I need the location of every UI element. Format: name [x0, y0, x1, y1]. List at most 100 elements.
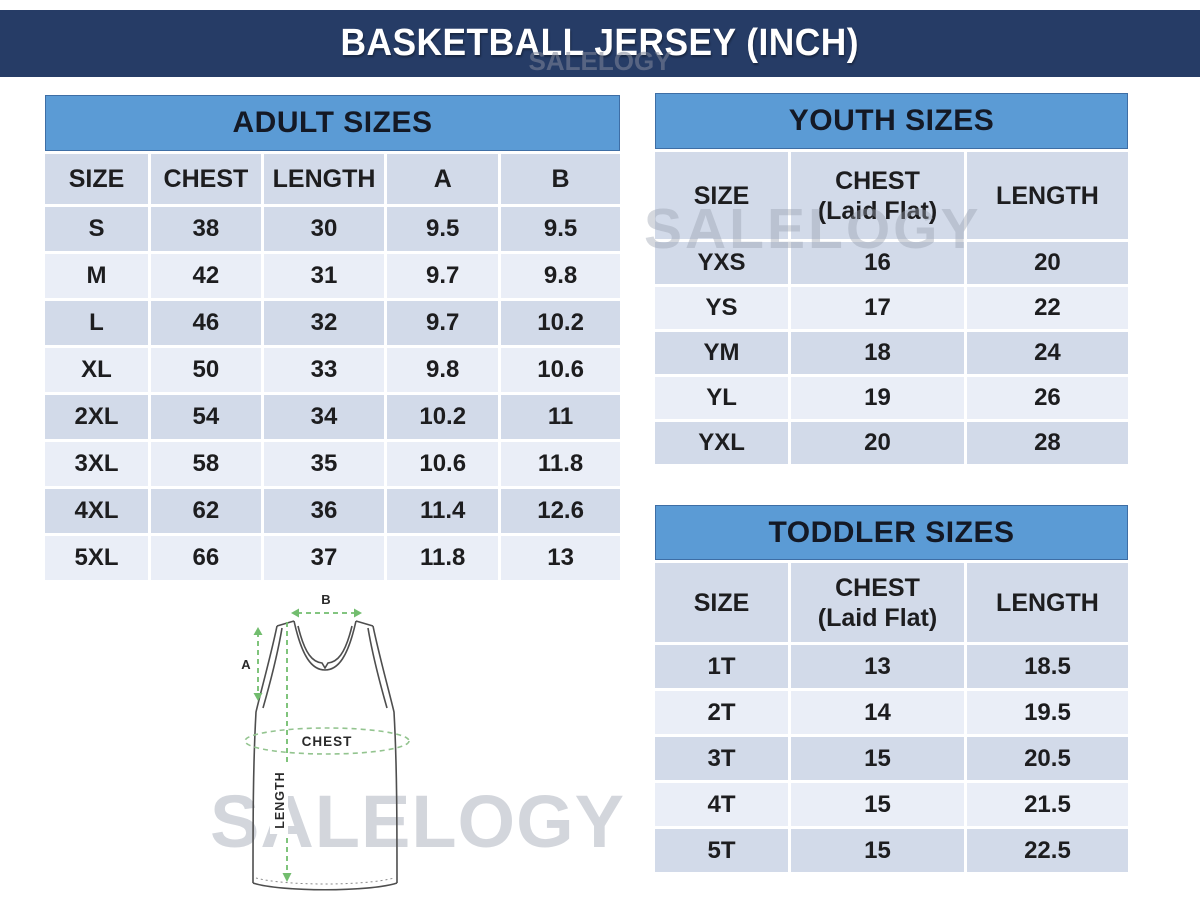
- arrow-up-icon: [253, 627, 263, 635]
- b-cell: 13: [501, 536, 620, 580]
- jersey-outline: [252, 620, 398, 891]
- length-cell: 24: [966, 332, 1128, 374]
- length-cell: 35: [263, 442, 385, 486]
- length-cell: 19.5: [966, 691, 1128, 734]
- length-cell: 22: [966, 287, 1128, 329]
- size-cell: 2XL: [45, 395, 149, 439]
- size-cell: M: [45, 254, 149, 298]
- column-header: SIZE: [45, 154, 149, 204]
- b-cell: 9.5: [501, 207, 620, 251]
- chest-cell: 42: [151, 254, 261, 298]
- column-header-line2: (Laid Flat): [817, 196, 938, 225]
- chest-cell: 15: [791, 829, 964, 872]
- youth-sizes-section: YOUTH SIZES SIZE CHEST (Laid Flat) LENGT…: [655, 93, 1128, 467]
- label-chest: CHEST: [302, 734, 353, 749]
- column-header: CHEST (Laid Flat): [791, 563, 964, 642]
- length-cell: 37: [263, 536, 385, 580]
- chest-cell: 17: [791, 287, 964, 329]
- page-title: BASKETBALL JERSEY (INCH): [340, 22, 860, 64]
- toddler-sizes-section: TODDLER SIZES SIZE CHEST (Laid Flat) LEN…: [655, 505, 1128, 875]
- size-cell: 4T: [655, 783, 789, 826]
- table-row: YL 19 26: [655, 377, 1128, 419]
- label-length-group: LENGTH: [270, 766, 288, 834]
- column-header: LENGTH: [966, 563, 1128, 642]
- length-cell: 26: [966, 377, 1128, 419]
- adult-sizes-section: ADULT SIZES SIZE CHEST LENGTH A B S: [45, 95, 620, 583]
- chest-cell: 62: [151, 489, 261, 533]
- column-header: LENGTH: [966, 152, 1128, 239]
- label-a: A: [241, 657, 251, 672]
- chest-cell: 38: [151, 207, 261, 251]
- table-row: L 46 32 9.7 10.2: [45, 301, 620, 345]
- size-cell: 3T: [655, 737, 789, 780]
- length-cell: 33: [263, 348, 385, 392]
- length-cell: 34: [263, 395, 385, 439]
- length-cell: 32: [263, 301, 385, 345]
- column-header-line2: (Laid Flat): [817, 603, 938, 632]
- size-cell: XL: [45, 348, 149, 392]
- table-row: YXL 20 28: [655, 422, 1128, 464]
- table-row: YS 17 22: [655, 287, 1128, 329]
- toddler-sizes-table: SIZE CHEST (Laid Flat) LENGTH 1T 13 18.5: [652, 560, 1131, 875]
- b-cell: 11: [501, 395, 620, 439]
- length-cell: 36: [263, 489, 385, 533]
- a-cell: 9.7: [387, 254, 499, 298]
- chest-cell: 18: [791, 332, 964, 374]
- length-cell: 21.5: [966, 783, 1128, 826]
- table-row: M 42 31 9.7 9.8: [45, 254, 620, 298]
- chest-cell: 16: [791, 242, 964, 284]
- size-cell: 3XL: [45, 442, 149, 486]
- table-row: YM 18 24: [655, 332, 1128, 374]
- table-row: YXS 16 20: [655, 242, 1128, 284]
- chest-cell: 13: [791, 645, 964, 688]
- arrow-right-icon: [354, 608, 362, 618]
- adult-header-row: SIZE CHEST LENGTH A B: [45, 154, 620, 204]
- table-row: 4XL 62 36 11.4 12.6: [45, 489, 620, 533]
- table-row: 4T 15 21.5: [655, 783, 1128, 826]
- a-cell: 10.2: [387, 395, 499, 439]
- measurement-labels: B A CHEST LENGTH: [241, 592, 358, 834]
- table-row: 3XL 58 35 10.6 11.8: [45, 442, 620, 486]
- table-row: 2XL 54 34 10.2 11: [45, 395, 620, 439]
- column-header: SIZE: [655, 563, 789, 642]
- toddler-header-row: SIZE CHEST (Laid Flat) LENGTH: [655, 563, 1128, 642]
- youth-sizes-heading: YOUTH SIZES: [655, 93, 1128, 149]
- a-cell: 9.8: [387, 348, 499, 392]
- length-cell: 22.5: [966, 829, 1128, 872]
- adult-sizes-heading: ADULT SIZES: [45, 95, 620, 151]
- size-cell: 5XL: [45, 536, 149, 580]
- b-cell: 10.6: [501, 348, 620, 392]
- a-cell: 9.7: [387, 301, 499, 345]
- table-row: S 38 30 9.5 9.5: [45, 207, 620, 251]
- size-cell: YS: [655, 287, 789, 329]
- b-cell: 10.2: [501, 301, 620, 345]
- chest-cell: 50: [151, 348, 261, 392]
- title-bar: BASKETBALL JERSEY (INCH) SALELOGY: [0, 10, 1200, 77]
- table-row: 5T 15 22.5: [655, 829, 1128, 872]
- label-b: B: [321, 592, 330, 607]
- a-cell: 10.6: [387, 442, 499, 486]
- chest-cell: 15: [791, 783, 964, 826]
- chest-cell: 66: [151, 536, 261, 580]
- label-backing: [270, 766, 288, 834]
- column-header: CHEST: [151, 154, 261, 204]
- toddler-sizes-heading: TODDLER SIZES: [655, 505, 1128, 560]
- column-header-line1: CHEST: [835, 573, 920, 602]
- adult-sizes-table: SIZE CHEST LENGTH A B S 38 30 9.5 9.5: [42, 151, 623, 583]
- table-row: 2T 14 19.5: [655, 691, 1128, 734]
- chest-cell: 20: [791, 422, 964, 464]
- column-header: A: [387, 154, 499, 204]
- length-cell: 20: [966, 242, 1128, 284]
- chest-cell: 58: [151, 442, 261, 486]
- size-cell: L: [45, 301, 149, 345]
- arrow-down-icon: [282, 873, 292, 882]
- size-cell: S: [45, 207, 149, 251]
- b-cell: 9.8: [501, 254, 620, 298]
- youth-header-row: SIZE CHEST (Laid Flat) LENGTH: [655, 152, 1128, 239]
- chest-cell: 19: [791, 377, 964, 419]
- b-cell: 12.6: [501, 489, 620, 533]
- jersey-measurement-diagram: B A CHEST LENGTH: [241, 592, 410, 891]
- a-cell: 11.4: [387, 489, 499, 533]
- a-cell: 11.8: [387, 536, 499, 580]
- table-row: 1T 13 18.5: [655, 645, 1128, 688]
